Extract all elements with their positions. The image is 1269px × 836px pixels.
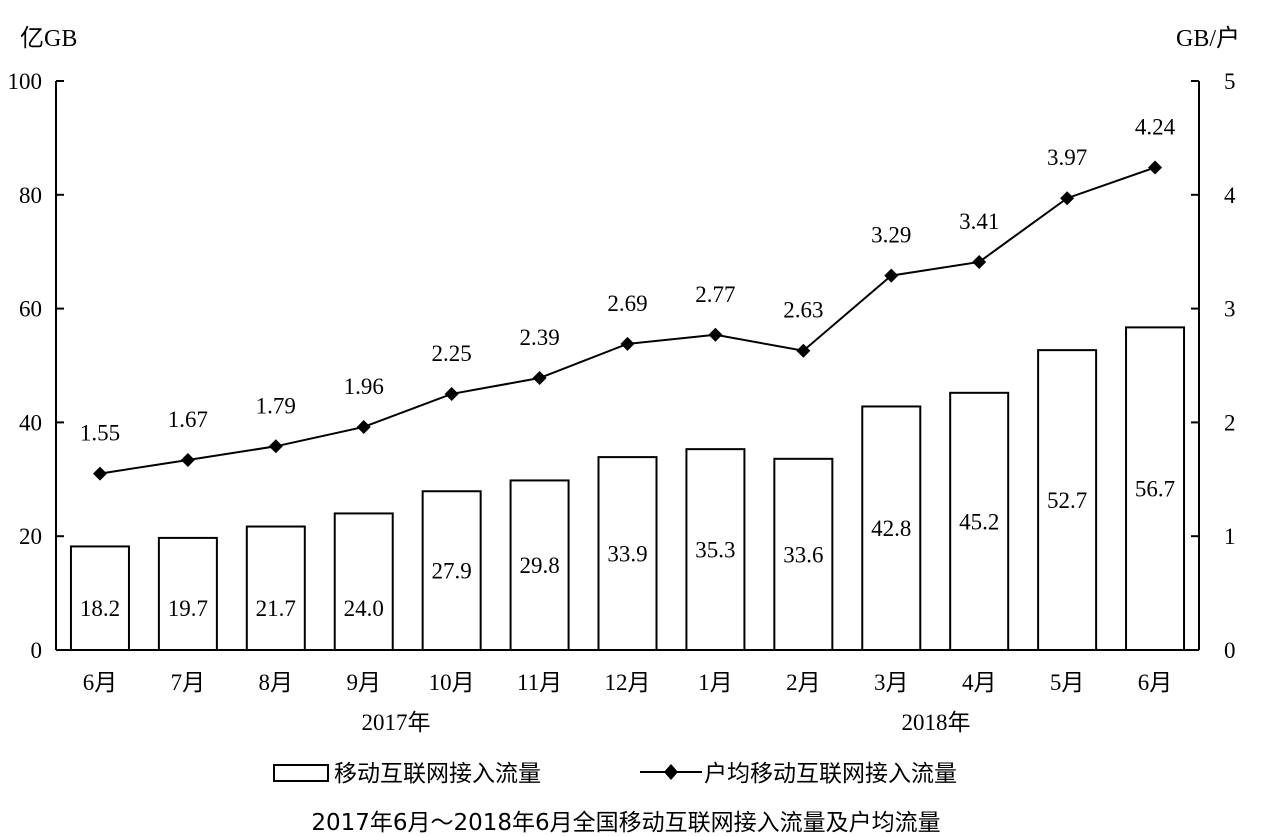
x-tick-label: 8月 bbox=[259, 670, 294, 695]
line-value-label: 2.39 bbox=[519, 325, 559, 350]
left-axis-unit: 亿GB bbox=[20, 25, 77, 52]
line-value-label: 4.24 bbox=[1135, 114, 1176, 139]
left-tick-label: 40 bbox=[19, 410, 42, 435]
right-tick-label: 2 bbox=[1224, 410, 1236, 435]
bar-value-label: 35.3 bbox=[695, 538, 735, 563]
x-tick-label: 6月 bbox=[83, 670, 118, 695]
legend-diamond-marker bbox=[664, 764, 678, 780]
right-axis-unit: GB/户 bbox=[1176, 25, 1240, 52]
x-tick-label: 7月 bbox=[171, 670, 206, 695]
line-point-marker bbox=[356, 419, 371, 434]
right-tick-label: 0 bbox=[1224, 638, 1236, 663]
chart-title: 2017年6月～2018年6月全国移动互联网接入流量及户均流量 bbox=[311, 810, 940, 836]
x-tick-label: 6月 bbox=[1138, 670, 1173, 695]
line-point-marker bbox=[92, 466, 107, 481]
line-value-label: 2.63 bbox=[783, 298, 823, 323]
bar-value-label: 42.8 bbox=[871, 516, 911, 541]
right-tick-label: 5 bbox=[1224, 69, 1236, 94]
bar bbox=[1125, 326, 1186, 651]
line-point-marker bbox=[532, 371, 547, 386]
line-value-label: 1.67 bbox=[168, 407, 208, 432]
bar bbox=[1037, 349, 1098, 651]
line-series bbox=[92, 160, 1163, 481]
bar-value-label: 24.0 bbox=[344, 596, 384, 621]
bar-value-label: 18.2 bbox=[80, 596, 120, 621]
bar-value-label: 52.7 bbox=[1047, 488, 1087, 513]
line-point-marker bbox=[444, 386, 459, 401]
line-point-marker bbox=[708, 327, 723, 342]
x-tick-label: 1月 bbox=[698, 670, 733, 695]
line-point-marker bbox=[1148, 160, 1163, 175]
x-tick-label: 5月 bbox=[1050, 670, 1085, 695]
line-value-label: 3.41 bbox=[959, 209, 999, 234]
line-value-label: 1.79 bbox=[256, 393, 296, 418]
line-point-marker bbox=[1060, 191, 1075, 206]
x-tick-label: 12月 bbox=[605, 670, 651, 695]
year-label-2017: 2017年 bbox=[362, 710, 431, 735]
bar-value-label: 27.9 bbox=[432, 559, 472, 584]
right-tick-label: 1 bbox=[1224, 524, 1236, 549]
x-tick-label: 2月 bbox=[786, 670, 821, 695]
bar bbox=[333, 512, 394, 651]
line-point-marker bbox=[972, 254, 987, 269]
legend-bar-swatch bbox=[273, 764, 329, 782]
x-tick-label: 9月 bbox=[346, 670, 381, 695]
legend: 移动互联网接入流量 户均移动互联网接入流量 bbox=[273, 761, 957, 787]
bar bbox=[245, 525, 306, 651]
left-tick-label: 80 bbox=[19, 183, 42, 208]
bar-value-label: 56.7 bbox=[1135, 477, 1175, 502]
line-point-marker bbox=[268, 439, 283, 454]
left-tick-label: 60 bbox=[19, 297, 42, 322]
line-value-label: 2.69 bbox=[607, 291, 647, 316]
line-point-marker bbox=[620, 336, 635, 351]
x-tick-label: 3月 bbox=[874, 670, 909, 695]
left-tick-label: 100 bbox=[8, 69, 43, 94]
legend-bar-label: 移动互联网接入流量 bbox=[334, 761, 541, 787]
bar bbox=[157, 536, 218, 651]
line-value-label: 3.97 bbox=[1047, 145, 1087, 170]
line-value-label: 1.96 bbox=[344, 374, 384, 399]
bar bbox=[421, 490, 482, 651]
bars bbox=[69, 326, 1186, 652]
bar bbox=[773, 457, 834, 652]
labels: 18.2 19.7 21.7 24.0 27.9 29.8 33.9 35.3 33.6 42.8… bbox=[80, 114, 1176, 621]
x-tick-label: 10月 bbox=[429, 670, 475, 695]
bar bbox=[597, 456, 658, 652]
line-value-label: 1.55 bbox=[80, 421, 120, 446]
bar-value-label: 29.8 bbox=[519, 553, 559, 578]
line-point-marker bbox=[884, 268, 899, 283]
bar-value-label: 33.9 bbox=[607, 542, 647, 567]
bar bbox=[861, 405, 922, 651]
line-value-label: 2.25 bbox=[432, 341, 472, 366]
bar-value-label: 33.6 bbox=[783, 542, 823, 567]
bar-value-label: 21.7 bbox=[256, 596, 296, 621]
left-tick-label: 20 bbox=[19, 524, 42, 549]
line-value-label: 2.77 bbox=[695, 282, 735, 307]
bar bbox=[69, 545, 130, 652]
x-tick-label: 11月 bbox=[517, 670, 562, 695]
right-tick-label: 4 bbox=[1224, 183, 1236, 208]
x-tick-label: 4月 bbox=[962, 670, 997, 695]
year-label-2018: 2018年 bbox=[902, 710, 971, 735]
line-value-label: 3.29 bbox=[871, 223, 911, 248]
bar bbox=[949, 391, 1010, 651]
right-tick-label: 3 bbox=[1224, 297, 1236, 322]
legend-line-label: 户均移动互联网接入流量 bbox=[704, 761, 957, 787]
left-tick-label: 0 bbox=[31, 638, 43, 663]
bar-value-label: 45.2 bbox=[959, 509, 999, 534]
bar bbox=[509, 479, 570, 651]
bar bbox=[685, 448, 746, 651]
bar-value-label: 19.7 bbox=[168, 596, 208, 621]
line-point-marker bbox=[180, 452, 195, 467]
line-point-marker bbox=[796, 343, 811, 358]
